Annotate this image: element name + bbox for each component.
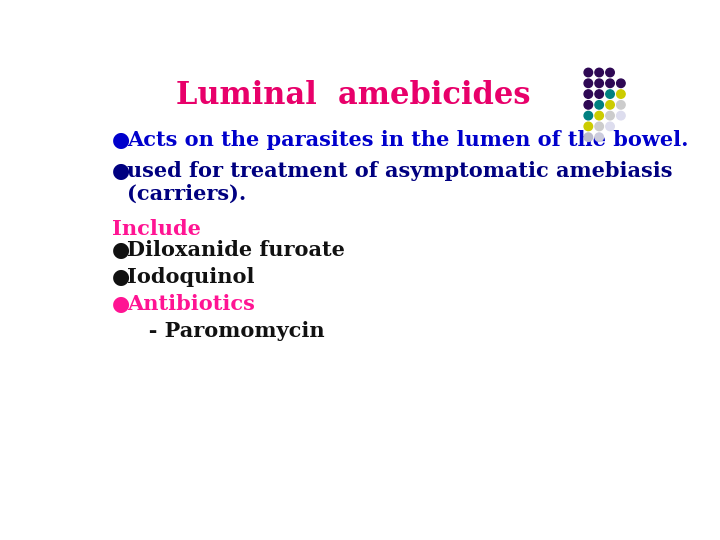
Text: ●: ● xyxy=(112,240,130,260)
Circle shape xyxy=(595,79,603,87)
Text: used for treatment of asymptomatic amebiasis
(carriers).: used for treatment of asymptomatic amebi… xyxy=(127,161,672,204)
Circle shape xyxy=(606,111,614,120)
Text: ●: ● xyxy=(112,294,130,314)
Circle shape xyxy=(606,122,614,131)
Circle shape xyxy=(595,122,603,131)
Circle shape xyxy=(606,90,614,98)
Circle shape xyxy=(584,79,593,87)
Circle shape xyxy=(606,79,614,87)
Text: Iodoquinol: Iodoquinol xyxy=(127,267,255,287)
Circle shape xyxy=(616,111,625,120)
Text: Acts on the parasites in the lumen of the bowel.: Acts on the parasites in the lumen of th… xyxy=(127,130,689,150)
Circle shape xyxy=(584,111,593,120)
Circle shape xyxy=(584,90,593,98)
Circle shape xyxy=(616,90,625,98)
Circle shape xyxy=(584,133,593,141)
Text: Include: Include xyxy=(112,219,201,239)
Circle shape xyxy=(595,90,603,98)
Circle shape xyxy=(595,68,603,77)
Text: Antibiotics: Antibiotics xyxy=(127,294,255,314)
Text: Luminal  amebicides: Luminal amebicides xyxy=(176,80,531,111)
Text: ●: ● xyxy=(112,161,130,181)
Circle shape xyxy=(595,111,603,120)
Circle shape xyxy=(616,100,625,109)
Circle shape xyxy=(606,100,614,109)
Text: Diloxanide furoate: Diloxanide furoate xyxy=(127,240,345,260)
Text: ●: ● xyxy=(112,267,130,287)
Circle shape xyxy=(616,79,625,87)
Circle shape xyxy=(584,122,593,131)
Circle shape xyxy=(584,68,593,77)
Text: ●: ● xyxy=(112,130,130,150)
Circle shape xyxy=(584,100,593,109)
Circle shape xyxy=(595,100,603,109)
Text: - Paromomycin: - Paromomycin xyxy=(127,321,325,341)
Circle shape xyxy=(595,133,603,141)
Circle shape xyxy=(606,68,614,77)
